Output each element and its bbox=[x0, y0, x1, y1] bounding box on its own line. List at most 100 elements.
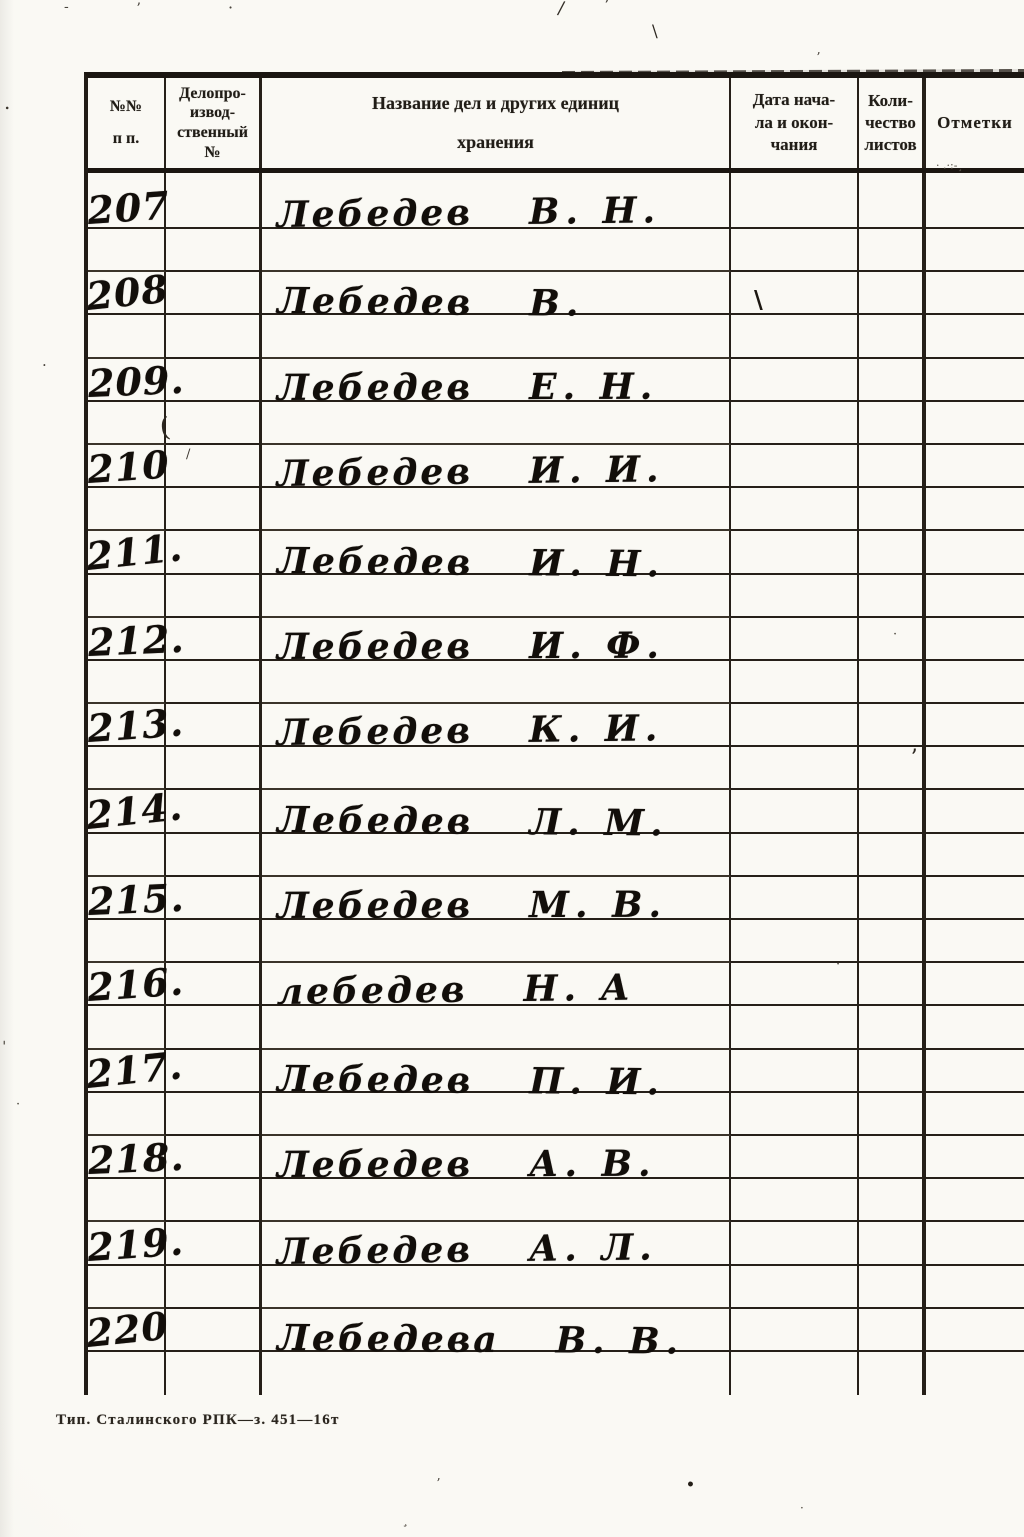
cell-dates bbox=[731, 358, 859, 402]
cell-sheets bbox=[859, 876, 926, 920]
ruled-cell bbox=[262, 747, 731, 791]
print-shop-imprint: Тип. Сталинского РПК—з. 451—16т bbox=[56, 1412, 340, 1428]
cell-item-no: 208 bbox=[84, 266, 171, 319]
cell-item-no: 212. bbox=[87, 616, 185, 665]
ruled-cell bbox=[731, 1179, 859, 1223]
cell-sheets bbox=[859, 963, 926, 1007]
ruled-cell bbox=[262, 1179, 731, 1223]
ruled-cell bbox=[926, 1006, 1024, 1050]
cell-office-no bbox=[166, 617, 262, 661]
ruled-cell bbox=[926, 1179, 1024, 1223]
handwritten-initials: Н. А bbox=[523, 966, 637, 1011]
cell-notes bbox=[926, 790, 1024, 834]
cell-dates bbox=[731, 1308, 859, 1352]
ruled-cell bbox=[88, 1006, 166, 1050]
handwritten-initials: В. Н. bbox=[528, 189, 662, 233]
cell-item-no: 220 bbox=[84, 1303, 171, 1356]
ruled-cell bbox=[262, 1006, 731, 1050]
cell-notes bbox=[926, 1136, 1024, 1180]
ruled-cell bbox=[859, 315, 926, 359]
scan-speck: - bbox=[64, 0, 69, 15]
cell-name: лебедев Н. А bbox=[262, 963, 731, 1013]
cell-notes bbox=[926, 963, 1024, 1007]
table-header-row: №№ п п. Делопро- извод- ственный № Назва… bbox=[88, 78, 1024, 173]
cell-name: Лебедев В. Н. bbox=[262, 173, 731, 236]
ruled-cell bbox=[731, 574, 859, 618]
cell-item-no: 215. bbox=[87, 875, 185, 924]
cell-notes bbox=[926, 1309, 1024, 1352]
cell-dates bbox=[731, 173, 859, 229]
ruled-cell bbox=[88, 229, 166, 273]
ruled-cell bbox=[262, 1092, 731, 1136]
ruled-cell bbox=[731, 920, 859, 964]
ruled-cell bbox=[166, 1265, 262, 1309]
scan-speck: ʼ bbox=[816, 51, 821, 66]
ruled-cell bbox=[88, 315, 166, 359]
cell-item-no: 211. bbox=[84, 524, 185, 579]
ruled-cell bbox=[166, 920, 262, 964]
ruled-cell bbox=[88, 1092, 166, 1136]
ruled-cell bbox=[926, 402, 1024, 445]
cell-office-no bbox=[166, 1308, 262, 1352]
ruled-cell bbox=[166, 1006, 262, 1050]
scan-speck: ʼ bbox=[436, 1477, 441, 1492]
ruled-cell bbox=[166, 833, 262, 877]
ruled-cell bbox=[262, 1351, 731, 1396]
ruled-cell bbox=[262, 833, 731, 877]
handwritten-initials: А. Л. bbox=[528, 1225, 658, 1270]
ruled-cell bbox=[859, 1006, 926, 1050]
cell-office-no bbox=[166, 358, 262, 402]
scan-speck: ʼ bbox=[136, 1, 141, 17]
ruled-cell bbox=[88, 1179, 166, 1223]
header-item-no: №№ п п. bbox=[88, 78, 166, 168]
ruled-cell bbox=[859, 1265, 926, 1309]
scan-speck: · bbox=[228, 0, 234, 17]
scan-speck: • bbox=[686, 1477, 695, 1493]
cell-name: Лебедев И. Н. bbox=[262, 531, 731, 585]
ruled-cell bbox=[166, 1351, 262, 1396]
cell-dates bbox=[731, 1135, 859, 1180]
inventory-table: №№ п п. Делопро- извод- ственный № Назва… bbox=[84, 72, 1024, 1396]
ruled-cell bbox=[88, 747, 166, 791]
cell-sheets bbox=[859, 790, 926, 834]
ruled-cell bbox=[88, 574, 166, 618]
handwritten-item-no: 210 bbox=[85, 441, 172, 493]
ruled-cell bbox=[262, 229, 731, 273]
ruled-cell bbox=[88, 1351, 166, 1396]
cell-notes bbox=[926, 1222, 1024, 1266]
ruled-cell bbox=[262, 920, 731, 964]
ruled-cell bbox=[166, 1092, 262, 1136]
ruled-cell bbox=[859, 920, 926, 964]
cell-item-no: 218. bbox=[87, 1134, 185, 1183]
ruled-cell bbox=[859, 229, 926, 273]
cell-sheets bbox=[859, 704, 926, 748]
cell-office-no bbox=[166, 963, 262, 1007]
cell-office-no bbox=[166, 173, 262, 229]
cell-office-no bbox=[166, 1222, 262, 1266]
ruled-cell bbox=[88, 920, 166, 964]
scan-speck: · bbox=[16, 1097, 21, 1112]
ruled-cell bbox=[926, 747, 1024, 791]
ruled-cell bbox=[731, 488, 859, 532]
ruled-cell bbox=[926, 661, 1024, 705]
ruled-cell bbox=[166, 401, 262, 445]
cell-item-no: 217. bbox=[84, 1042, 185, 1097]
ruled-cell bbox=[731, 229, 859, 273]
cell-notes bbox=[926, 531, 1024, 575]
cell-sheets bbox=[859, 617, 926, 661]
cell-dates bbox=[731, 444, 859, 489]
cell-name: Лебедев П. И. bbox=[262, 1049, 731, 1103]
cell-office-no bbox=[166, 1049, 262, 1093]
handwritten-item-no: 208 bbox=[84, 266, 171, 320]
ruled-cell bbox=[731, 1006, 859, 1050]
ruled-cell bbox=[926, 315, 1024, 359]
cell-item-no: 210 bbox=[86, 441, 171, 492]
ruled-cell bbox=[926, 1266, 1024, 1309]
cell-dates bbox=[731, 790, 859, 834]
cell-office-no bbox=[166, 790, 262, 834]
cell-notes bbox=[926, 618, 1024, 661]
cell-dates bbox=[731, 1049, 859, 1093]
ruled-cell bbox=[926, 575, 1024, 618]
cell-office-no bbox=[166, 876, 262, 920]
cell-notes bbox=[926, 877, 1024, 920]
